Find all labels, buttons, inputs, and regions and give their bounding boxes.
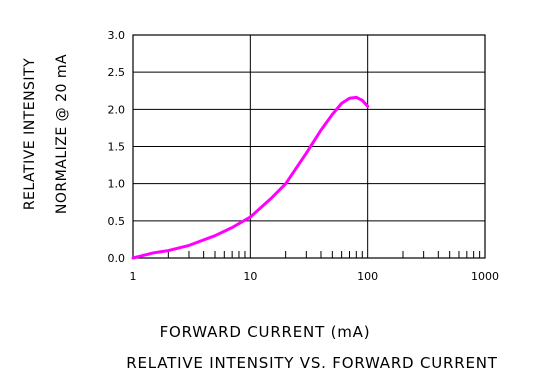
y-tick-label: 1.0 [108,178,126,191]
y-axis-title-line-1: RELATIVE INTENSITY [22,58,38,210]
series-line [131,95,370,260]
y-axis-labels: RELATIVE INTENSITY NORMALIZE @ 20 mA [22,54,70,214]
y-tick-label: 0.0 [108,252,126,265]
x-axis-title: FORWARD CURRENT (mA) [160,323,371,341]
x-tick-label: 1000 [471,270,499,283]
x-tick-label: 1 [130,270,137,283]
y-axis-title-line-2: NORMALIZE @ 20 mA [54,54,70,214]
series [131,95,370,260]
y-tick-label: 2.5 [108,66,126,79]
y-tick-label: 1.5 [108,141,126,154]
grid [132,34,486,259]
axis-ticks: 0.0 0.5 1.0 1.5 2.0 2.5 3.0 1 10 100 1000 [108,29,500,283]
y-tick-label: 3.0 [108,29,126,42]
y-tick-label: 0.5 [108,215,126,228]
y-tick-label: 2.0 [108,103,126,116]
x-tick-label: 10 [243,270,257,283]
chart-title: RELATIVE INTENSITY VS. FORWARD CURRENT [126,354,498,372]
x-tick-label: 100 [357,270,378,283]
